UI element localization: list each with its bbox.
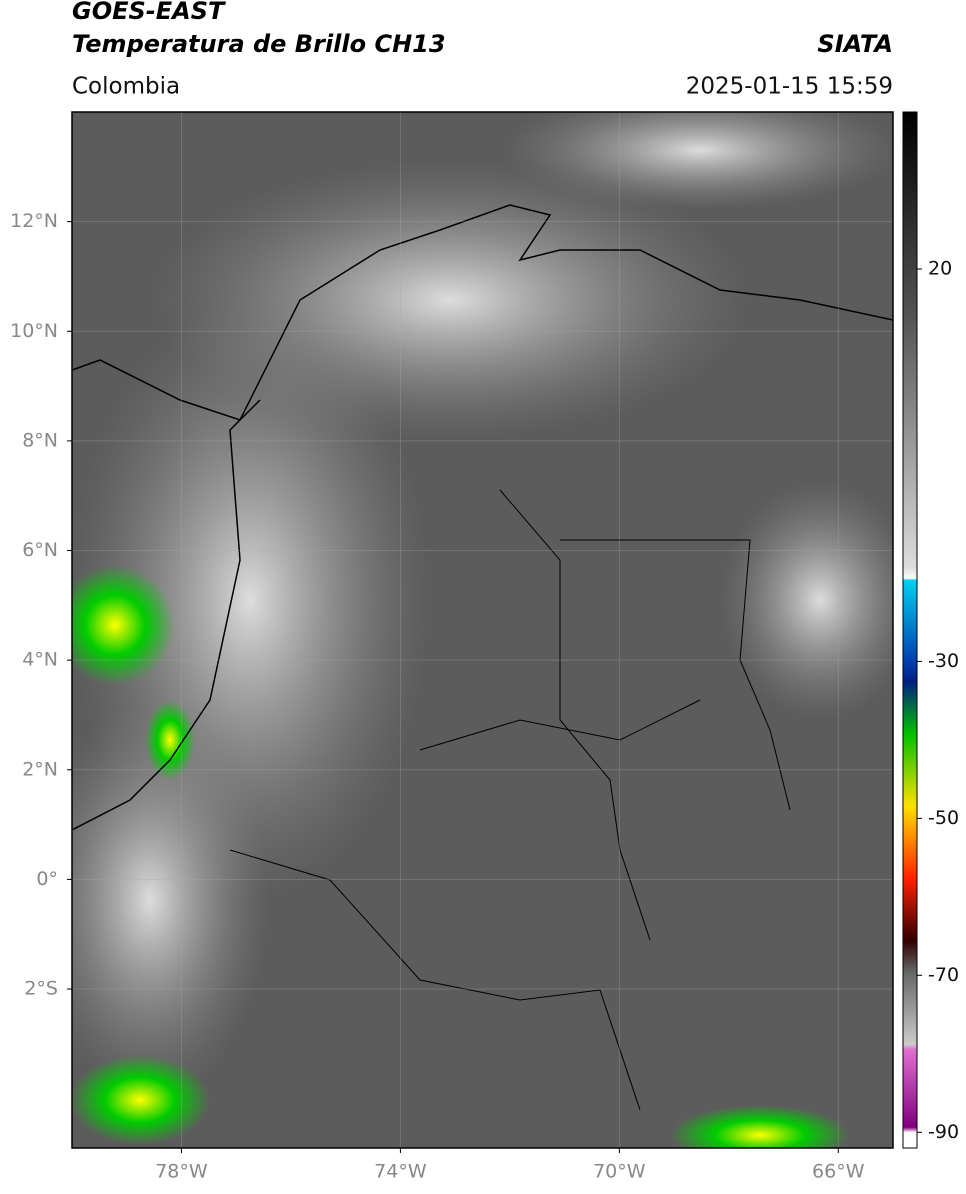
lat-label: 8°N [22,429,58,451]
colorbar-label: 20 [928,257,952,279]
lon-label: 66°W [812,1161,865,1183]
subtitle: Temperatura de Brillo CH13 [72,30,446,58]
lat-label: 2°N [22,758,58,780]
satellite-image [72,112,893,1148]
lon-label: 78°W [155,1161,208,1183]
colorbar [902,111,918,1149]
colorbar-label: -90 [928,1121,959,1143]
datetime: 2025-01-15 15:59 [686,74,893,100]
lat-label: 2°S [24,978,58,1000]
graticule [72,112,893,1148]
lat-label: 4°N [22,649,58,671]
lat-label: 12°N [10,210,58,232]
title: GOES-EAST [72,0,226,25]
colorbar-label: -70 [928,964,959,986]
colorbar-label: -30 [928,650,959,672]
lon-label: 70°W [593,1161,646,1183]
colorbar-label: -50 [928,807,959,829]
map-frame [71,111,894,1149]
lon-label: 74°W [374,1161,427,1183]
lat-label: 0° [36,868,58,890]
source: SIATA [817,30,893,58]
lat-label: 6°N [22,539,58,561]
region: Colombia [72,74,180,100]
header: GOES-EAST Temperatura de Brillo CH13 SIA… [72,0,893,100]
lat-label: 10°N [10,320,58,342]
